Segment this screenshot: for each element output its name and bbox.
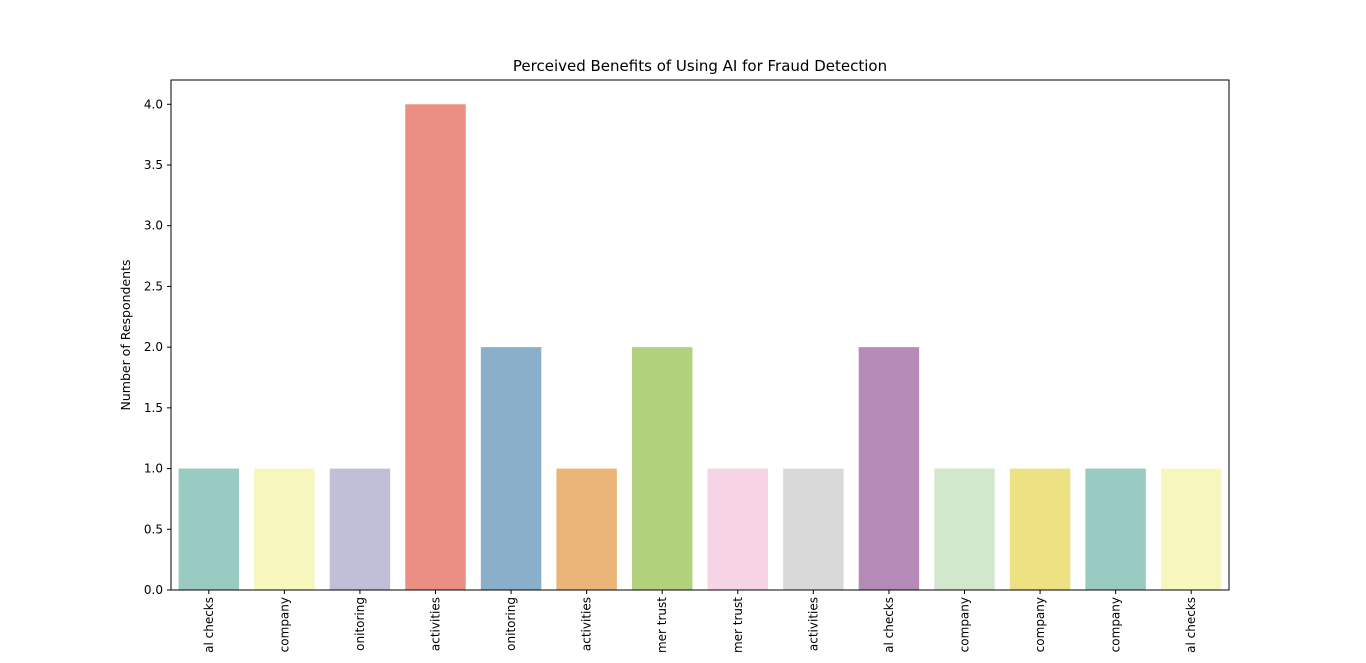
y-tick-label: 1.5 [144,401,163,415]
y-tick-label: 2.0 [144,340,163,354]
x-tick-label: al checks [1184,597,1198,653]
x-tick-label: al checks [202,597,216,653]
bar-12 [1009,468,1071,590]
bar-1 [178,468,240,590]
y-tick-label: 2.5 [144,279,163,293]
x-tick-label: al checks [882,597,896,653]
bar-4 [405,104,466,591]
bar-9 [783,468,844,590]
y-axis-ticks: 0.0 0.5 1.0 1.5 2.0 2.5 3.0 3.5 4.0 [144,97,171,597]
x-tick-label: onitoring [504,597,518,651]
bar-14 [1160,468,1222,590]
x-tick-label: company [1109,597,1123,652]
x-tick-label: activities [429,597,443,651]
bar-7 [631,347,693,590]
x-tick-label: company [958,597,972,652]
bars-group [178,104,1222,591]
y-tick-label: 4.0 [144,97,163,111]
y-axis-label: Number of Respondents [118,259,133,410]
bar-3 [329,468,391,590]
x-tick-label: mer trust [655,597,669,653]
x-tick-label: activities [806,597,820,651]
bar-8 [707,468,769,590]
y-tick-label: 0.0 [144,583,163,597]
y-tick-label: 3.5 [144,158,163,172]
bar-2 [254,468,315,590]
bar-10 [858,347,920,590]
y-tick-label: 1.0 [144,462,163,476]
bar-6 [556,468,617,590]
bar-13 [1085,468,1146,590]
x-tick-label: company [277,597,291,652]
bar-11 [934,468,995,590]
x-axis-ticks: al checks company onitoring activities onito… [202,590,1198,653]
x-tick-label: company [1033,597,1047,652]
plot-frame [170,79,1230,591]
x-tick-label: onitoring [353,597,367,651]
bar-5 [480,347,542,590]
y-tick-label: 0.5 [144,522,163,536]
x-tick-label: mer trust [731,597,745,653]
y-tick-label: 3.0 [144,219,163,233]
x-tick-label: activities [580,597,594,651]
chart-title: Perceived Benefits of Using AI for Fraud… [513,57,887,75]
